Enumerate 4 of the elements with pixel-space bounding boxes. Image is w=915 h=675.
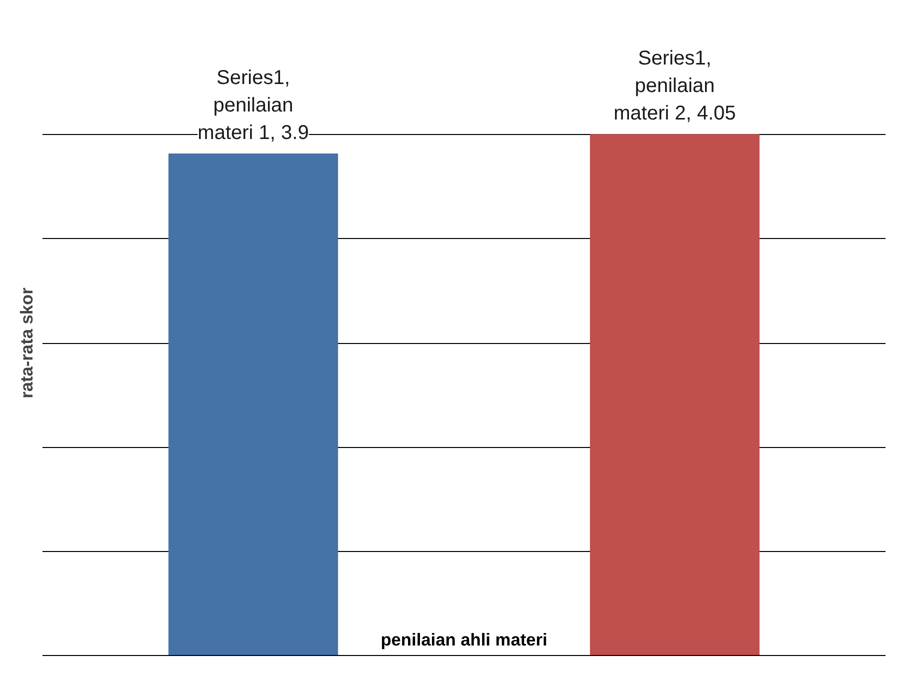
- data-label: Series1, penilaian materi 1, 3.9: [198, 66, 309, 144]
- y-axis-title: rata-rata skor: [16, 287, 36, 398]
- x-axis-title: penilaian ahli materi: [380, 630, 548, 650]
- data-label: Series1, penilaian materi 2, 4.05: [614, 48, 736, 125]
